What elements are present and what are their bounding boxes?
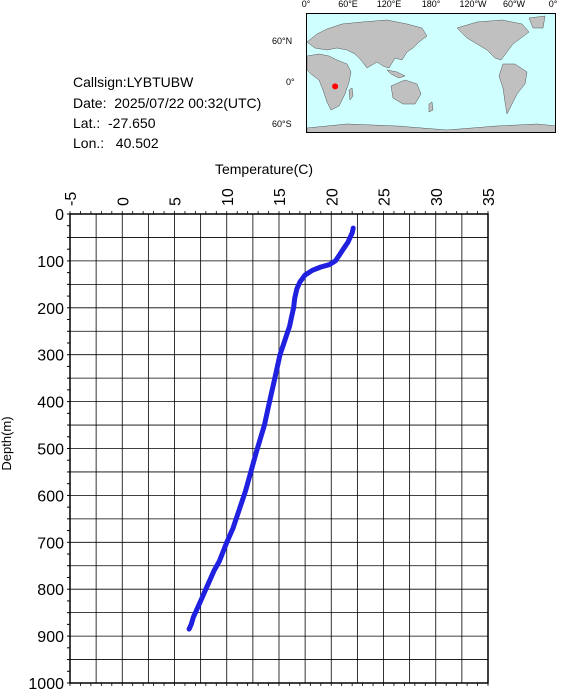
map-lon-label: 0° <box>548 0 558 9</box>
y-tick-label: 0 <box>55 207 64 224</box>
callsign-label: Callsign:LYBTUBW <box>73 74 194 90</box>
map-lon-label: 60°W <box>502 0 526 9</box>
map-lat-label: 0° <box>286 77 295 87</box>
x-tick-label: 10 <box>220 188 237 206</box>
longitude-label: Lon.: 40.502 <box>73 135 159 151</box>
x-tick-label: 0 <box>115 197 132 206</box>
y-tick-label: 500 <box>37 442 64 459</box>
y-tick-label: 800 <box>37 582 64 599</box>
y-tick-label: 300 <box>37 348 64 365</box>
map-lon-label: 60°E <box>338 0 358 9</box>
y-tick-label: 1000 <box>28 676 64 690</box>
map-lon-label: 0° <box>301 0 311 9</box>
x-tick-label: 15 <box>272 188 289 206</box>
y-axis-title: Depth(m) <box>0 416 14 470</box>
latitude-label: Lat.: -27.650 <box>73 115 156 131</box>
plot-frame <box>69 213 489 684</box>
map-lat-label: 60°S <box>272 119 292 129</box>
y-tick-label: 200 <box>37 301 64 318</box>
world-map <box>306 13 556 133</box>
map-lon-label: 120°W <box>459 0 487 9</box>
y-tick-label: 100 <box>37 254 64 271</box>
y-tick-label: 400 <box>37 395 64 412</box>
x-tick-label: 30 <box>429 188 446 206</box>
date-label: Date: 2025/07/22 00:32(UTC) <box>73 95 262 111</box>
x-tick-label: -5 <box>63 192 80 206</box>
x-tick-label: 5 <box>168 197 185 206</box>
y-tick-label: 600 <box>37 488 64 505</box>
map-lon-label: 120°E <box>376 0 402 9</box>
map-lat-label: 60°N <box>272 36 293 46</box>
y-tick-label: 900 <box>37 629 64 646</box>
y-tick-label: 700 <box>37 535 64 552</box>
temperature-profile-line <box>186 225 356 632</box>
x-tick-label: 35 <box>481 188 498 206</box>
x-tick-label: 20 <box>324 188 341 206</box>
station-marker-icon <box>332 83 339 90</box>
x-axis-title: Temperature(C) <box>215 161 313 177</box>
world-map-land <box>307 15 555 132</box>
x-tick-label: 25 <box>377 188 394 206</box>
map-lon-label: 180° <box>421 0 441 9</box>
